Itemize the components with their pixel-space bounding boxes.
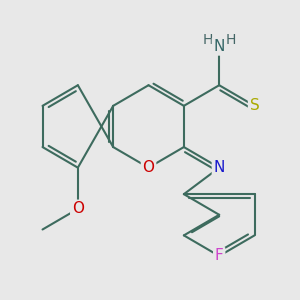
Text: O: O [142, 160, 154, 175]
Text: H: H [203, 34, 213, 47]
Text: N: N [214, 39, 225, 54]
Text: N: N [214, 160, 225, 175]
Text: F: F [215, 248, 224, 263]
Text: H: H [225, 34, 236, 47]
Text: O: O [72, 201, 84, 216]
Text: S: S [250, 98, 260, 113]
